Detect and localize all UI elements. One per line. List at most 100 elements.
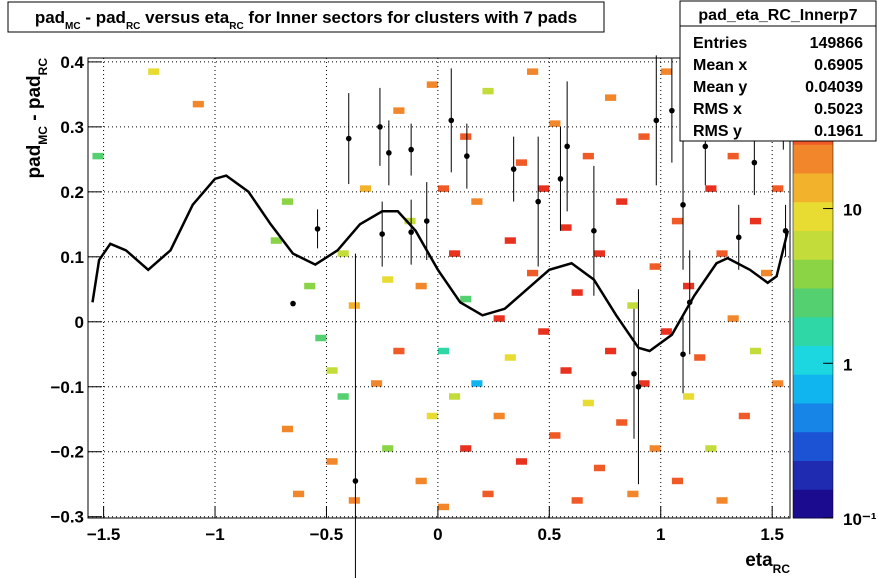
heatmap-cell [772,380,784,387]
heatmap-cell [404,217,416,225]
heatmap-cell [482,87,494,95]
heatmap-cell [426,81,438,88]
profile-point [631,370,637,377]
heatmap-cell [326,367,338,374]
heatmap-cell [627,490,639,498]
chart-title: padMC - padRC versus etaRC for Inner sec… [35,8,577,32]
heatmap-cell [638,380,650,387]
colorbar-segment [793,316,833,346]
x-axis-label: etaRC [745,550,790,576]
heatmap-cell [460,133,472,140]
label-part: pad [24,145,45,179]
label-part: - pad [81,8,126,27]
heatmap-cell [460,445,472,452]
heatmap-cell [560,367,572,374]
heatmap-cell [649,263,661,270]
heatmap-cell [571,497,583,504]
heatmap-cell [437,503,450,511]
x-tick-label: 0.5 [537,525,561,544]
heatmap-cell [593,464,606,472]
heatmap-cell [460,295,472,303]
heatmap-cell [705,185,717,192]
title-box [7,1,605,33]
heatmap-cell [761,269,773,277]
heatmap-cell [605,347,617,355]
profile-point [782,228,789,234]
x-tick-label: −0.5 [310,525,344,544]
heatmap-cell [660,328,672,335]
stats-label: Mean x [693,57,747,74]
heatmap-cell [515,159,528,166]
heatmap-cell [382,276,394,283]
heatmap-cell [504,354,516,361]
heatmap-cell [337,393,349,400]
heatmap-cell [192,100,204,108]
heatmap-cell [671,217,684,225]
colorbar-segment [793,403,833,433]
label-part: MC [65,21,81,32]
stats-label: Mean y [693,79,747,96]
colorbar-segment [793,144,833,174]
heatmap-cell [415,477,427,485]
heatmap-cell [393,107,405,114]
heatmap-cell [281,198,294,205]
profile-point [751,159,758,166]
stats-value: 0.5023 [814,101,863,118]
heatmap-cell [649,445,661,452]
label-part: MC [36,126,50,145]
profile-point [408,229,414,235]
heatmap-cell [527,269,539,277]
heatmap-cell [549,120,561,127]
z-tick-label: 1 [843,355,852,374]
heatmap-cell [694,354,706,361]
colorbar-segment [793,230,833,260]
heatmap-cell [772,185,784,192]
heatmap-cell [493,315,505,322]
y-tick-label: −0.2 [50,443,84,462]
heatmap-cell [560,224,572,231]
heatmap-cell [605,94,617,101]
heatmap-cell [616,419,628,426]
colorbar-segment [793,374,833,404]
heatmap-cell [382,445,394,452]
profile-point [635,383,642,390]
heatmap-cell [549,432,561,439]
colorbar-segment [793,345,833,375]
profile-point [669,107,675,114]
heatmap-cell [449,393,461,400]
profile-point [680,351,686,358]
label-part: pad [35,8,65,27]
heatmap-cell [683,282,695,290]
heatmap-cell [348,497,360,504]
heatmap-cell [738,412,750,420]
heatmap-cell [315,334,327,342]
heatmap-cell [749,347,762,355]
profile-point [557,176,564,182]
z-tick-label: 10 [843,201,862,220]
profile-point [377,124,383,130]
profile-point [591,228,597,234]
stats-label: RMS y [693,123,742,140]
heatmap-cell [471,380,483,387]
heatmap-cell [660,68,672,75]
y-tick-label: 0.3 [60,118,84,137]
heatmap-cell [627,302,639,309]
label-part: versus eta [140,8,229,27]
heatmap-cell [504,237,516,244]
heatmap-cell [326,458,338,465]
heatmap-cell [727,152,739,160]
heatmap-cell [538,328,550,335]
y-tick-label: −0.3 [50,508,84,527]
heatmap-cell [749,217,762,225]
x-tick-label: 1.5 [760,525,784,544]
y-tick-label: 0 [75,313,84,332]
heatmap-cell [148,68,160,75]
heatmap-cell [371,380,383,387]
heatmap-cell [582,399,594,407]
colorbar-segment [793,288,833,318]
heatmap-cell [437,347,450,355]
colorbar-segment [793,489,833,519]
heatmap-cell [437,185,450,192]
profile-point [510,166,517,172]
